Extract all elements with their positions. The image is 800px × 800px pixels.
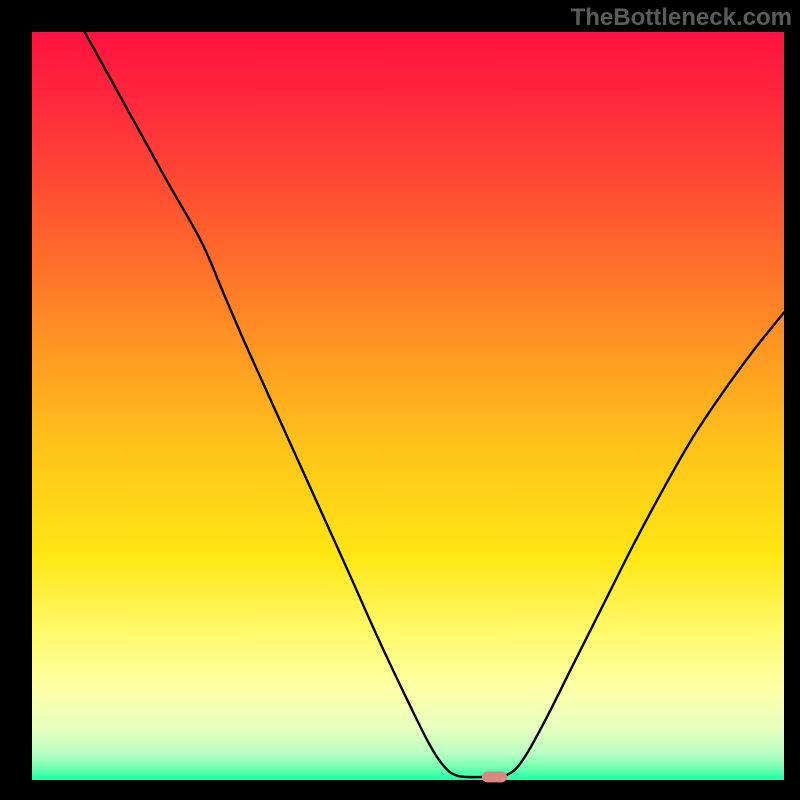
optimal-marker (482, 771, 506, 782)
chart-frame: TheBottleneck.com (0, 0, 800, 800)
watermark-text: TheBottleneck.com (571, 4, 792, 32)
plot-area (32, 32, 784, 780)
chart-svg (32, 32, 784, 780)
gradient-background (32, 32, 784, 780)
